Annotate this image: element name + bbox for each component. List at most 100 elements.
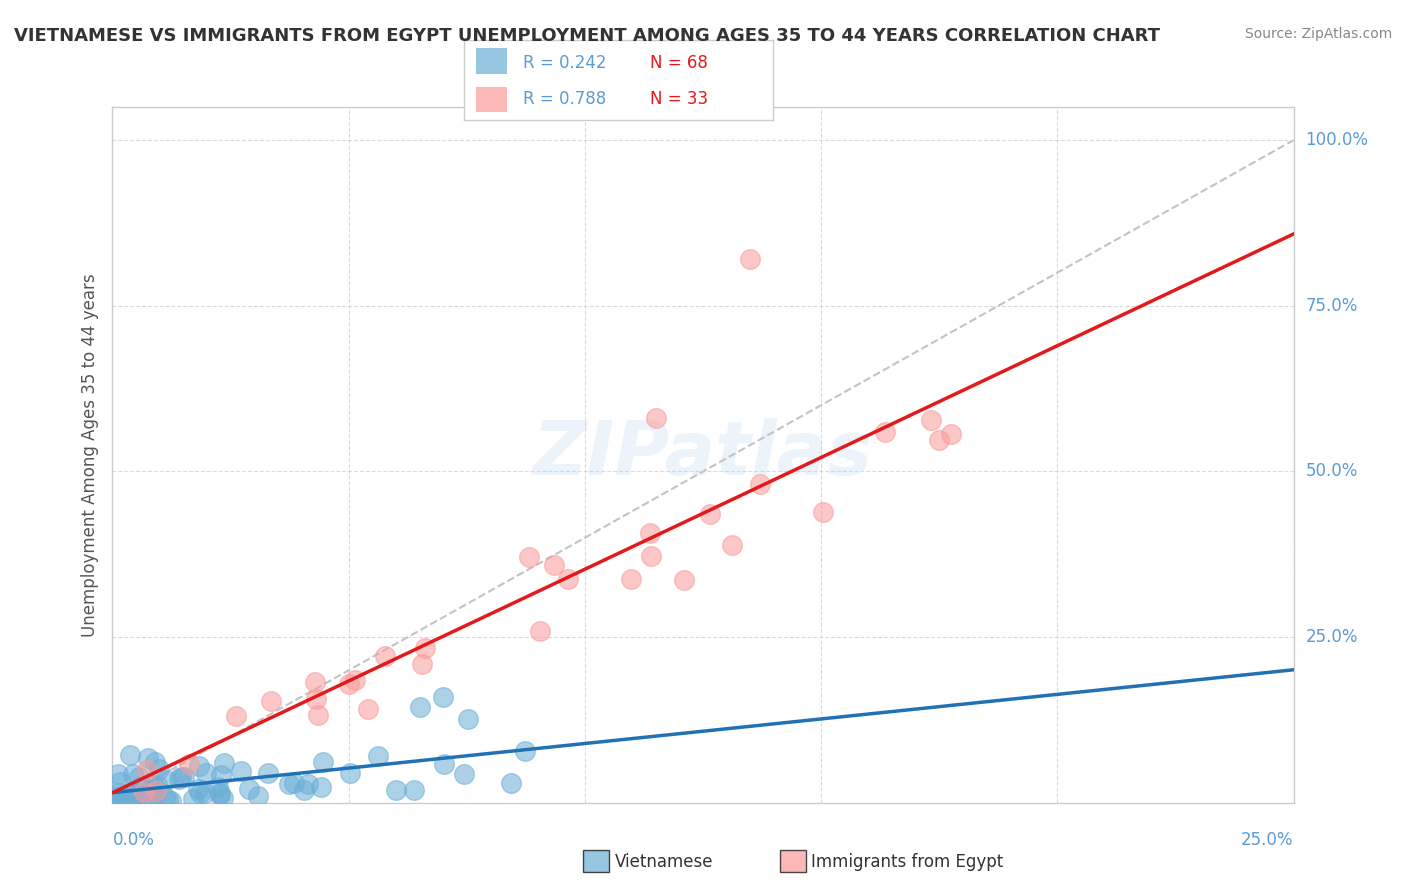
Point bbox=[238, 782, 260, 797]
Point bbox=[145, 784, 167, 798]
Text: 25.0%: 25.0% bbox=[1305, 628, 1358, 646]
Point bbox=[129, 779, 152, 793]
Point bbox=[110, 795, 132, 809]
Point bbox=[124, 793, 146, 807]
Point bbox=[339, 765, 361, 780]
Point bbox=[153, 789, 176, 804]
Text: Vietnamese: Vietnamese bbox=[614, 853, 713, 871]
Point bbox=[367, 748, 389, 763]
Text: Immigrants from Egypt: Immigrants from Egypt bbox=[811, 853, 1004, 871]
Point bbox=[457, 712, 479, 726]
Point bbox=[212, 756, 235, 770]
Point bbox=[209, 767, 232, 781]
Point bbox=[283, 776, 305, 790]
Text: 100.0%: 100.0% bbox=[1305, 131, 1368, 149]
Point bbox=[432, 690, 454, 704]
Point bbox=[557, 572, 579, 586]
Text: 25.0%: 25.0% bbox=[1241, 830, 1294, 848]
Point bbox=[121, 767, 143, 781]
Point bbox=[307, 708, 329, 723]
Text: Source: ZipAtlas.com: Source: ZipAtlas.com bbox=[1244, 27, 1392, 41]
Point bbox=[117, 791, 139, 805]
Text: 50.0%: 50.0% bbox=[1305, 462, 1358, 481]
Point bbox=[257, 765, 280, 780]
Point bbox=[920, 413, 942, 427]
Point bbox=[292, 782, 315, 797]
Point bbox=[142, 792, 165, 806]
Point bbox=[170, 770, 193, 784]
Point bbox=[143, 788, 166, 802]
Point bbox=[136, 750, 159, 764]
Bar bbox=[477, 48, 508, 74]
Point bbox=[543, 558, 565, 573]
Point bbox=[699, 507, 721, 521]
Point bbox=[640, 549, 662, 563]
Point bbox=[638, 526, 661, 541]
Point bbox=[225, 709, 247, 723]
Point bbox=[125, 794, 148, 808]
Point bbox=[309, 780, 332, 794]
Point bbox=[108, 775, 131, 789]
Point bbox=[644, 411, 666, 425]
Text: 0.0%: 0.0% bbox=[112, 830, 155, 848]
Point bbox=[939, 427, 962, 442]
Y-axis label: Unemployment Among Ages 35 to 44 years: Unemployment Among Ages 35 to 44 years bbox=[80, 273, 98, 637]
Point bbox=[297, 777, 319, 791]
Text: N = 33: N = 33 bbox=[650, 90, 707, 108]
Point bbox=[145, 778, 167, 792]
Text: ZIPatlas: ZIPatlas bbox=[533, 418, 873, 491]
Point bbox=[928, 434, 950, 448]
Point bbox=[246, 789, 269, 804]
Point bbox=[142, 778, 165, 792]
Point bbox=[411, 657, 433, 671]
Point bbox=[145, 755, 167, 769]
Point bbox=[181, 791, 204, 805]
Point bbox=[305, 692, 328, 706]
Point bbox=[374, 648, 396, 663]
Point bbox=[148, 762, 170, 776]
Point bbox=[343, 673, 366, 687]
Point bbox=[125, 789, 148, 803]
Text: N = 68: N = 68 bbox=[650, 54, 707, 71]
Point bbox=[873, 425, 896, 439]
Point bbox=[141, 792, 163, 806]
Point bbox=[125, 791, 148, 805]
Text: 75.0%: 75.0% bbox=[1305, 297, 1358, 315]
Point bbox=[179, 757, 201, 772]
Point bbox=[529, 624, 551, 639]
Point bbox=[209, 786, 232, 800]
Point bbox=[105, 789, 128, 804]
Point bbox=[720, 538, 742, 552]
Point bbox=[513, 744, 536, 758]
Point bbox=[112, 791, 135, 805]
Point bbox=[304, 675, 326, 690]
Text: VIETNAMESE VS IMMIGRANTS FROM EGYPT UNEMPLOYMENT AMONG AGES 35 TO 44 YEARS CORRE: VIETNAMESE VS IMMIGRANTS FROM EGYPT UNEM… bbox=[14, 27, 1160, 45]
Point bbox=[312, 756, 335, 770]
Point bbox=[620, 572, 643, 586]
Point bbox=[120, 784, 142, 798]
Point bbox=[277, 777, 299, 791]
Point bbox=[159, 794, 181, 808]
Point bbox=[453, 766, 475, 780]
Text: R = 0.788: R = 0.788 bbox=[523, 90, 606, 108]
Point bbox=[433, 756, 456, 771]
Point bbox=[408, 699, 430, 714]
Point bbox=[413, 641, 436, 656]
Point bbox=[339, 676, 361, 690]
Point bbox=[155, 773, 177, 788]
Point bbox=[173, 770, 195, 784]
Text: R = 0.242: R = 0.242 bbox=[523, 54, 606, 71]
Point bbox=[127, 786, 149, 800]
Point bbox=[260, 694, 283, 708]
Point bbox=[212, 791, 235, 805]
Point bbox=[107, 767, 129, 781]
Point bbox=[188, 758, 211, 772]
Point bbox=[811, 505, 834, 519]
Point bbox=[156, 792, 179, 806]
Point bbox=[187, 781, 209, 796]
Point bbox=[402, 783, 425, 797]
Point bbox=[207, 780, 229, 794]
Point bbox=[128, 771, 150, 785]
Point bbox=[740, 252, 762, 267]
Point bbox=[229, 764, 252, 778]
